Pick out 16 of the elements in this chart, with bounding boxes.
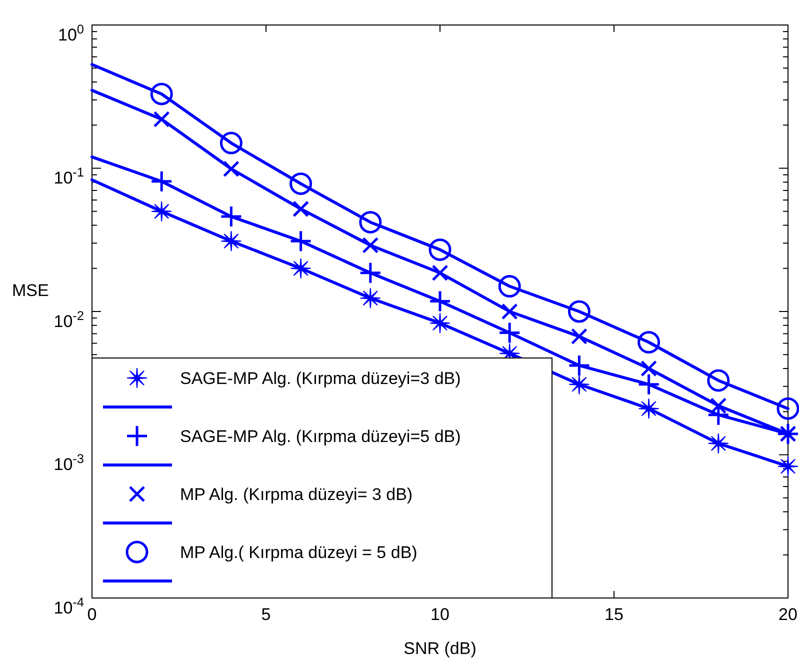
- y-tick-label: 10$^{0}$: [58, 20, 84, 44]
- x-tick-label: 20: [778, 605, 798, 624]
- y-tick-label: 10$^{-2}$: [54, 307, 84, 331]
- x-tick-label: 10: [430, 605, 450, 624]
- legend-label: SAGE-MP Alg. (Kırpma düzeyi=3 dB): [180, 369, 461, 388]
- y-axis-title: MSE: [12, 281, 49, 300]
- y-tick-label: 10$^{-3}$: [54, 450, 84, 474]
- legend-label: MP Alg. (Kırpma düzeyi= 3 dB): [180, 485, 413, 504]
- x-tick-label: 15: [604, 605, 624, 624]
- legend-label: SAGE-MP Alg. (Kırpma düzeyi=5 dB): [180, 427, 461, 446]
- x-axis-title: SNR (dB): [404, 639, 476, 658]
- y-tick-label: 10$^{-1}$: [54, 164, 84, 188]
- x-tick-label: 5: [261, 605, 271, 624]
- legend-label: MP Alg.( Kırpma düzeyi = 5 dB): [180, 543, 418, 562]
- x-tick-label: 0: [87, 605, 97, 624]
- y-tick-label: 10$^{-4}$: [54, 594, 84, 618]
